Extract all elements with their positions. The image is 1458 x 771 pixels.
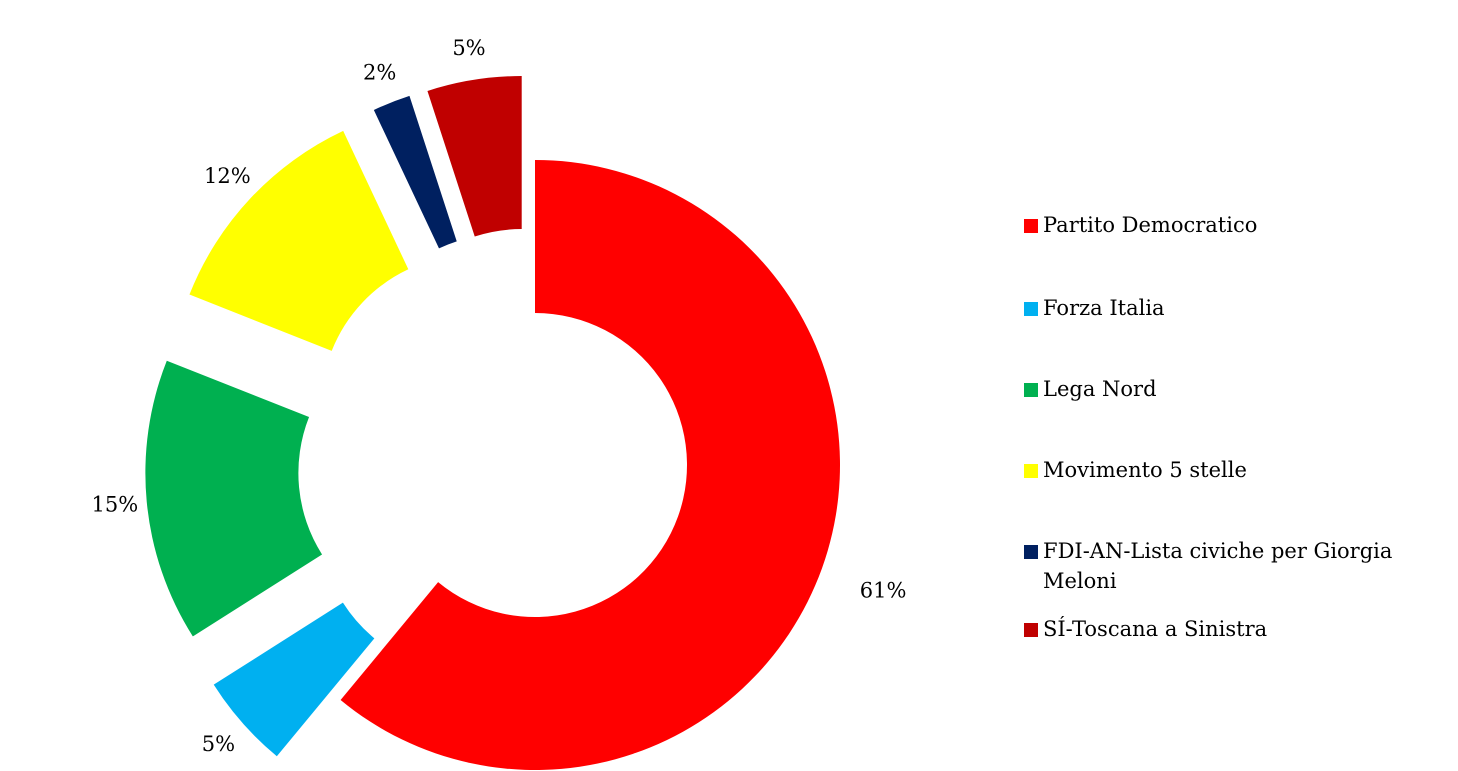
legend-swatch	[1024, 464, 1038, 478]
data-label: 61%	[860, 578, 907, 602]
slice-movimento-5-stelle	[189, 130, 409, 351]
legend-label: Lega Nord	[1043, 377, 1157, 401]
legend-label: SÍ-Toscana a Sinistra	[1043, 617, 1268, 641]
legend-label: Movimento 5 stelle	[1043, 458, 1247, 482]
slice-fdi-an-lista-civiche-per-giorgia-meloni	[373, 95, 457, 249]
slice-lega-nord	[145, 360, 323, 637]
legend-swatch	[1024, 545, 1038, 559]
legend-item-si-toscana: SÍ-Toscana a Sinistra	[1024, 614, 1454, 644]
legend-swatch	[1024, 219, 1038, 233]
slice-partito-democratico	[340, 160, 840, 770]
legend-item-lega-nord: Lega Nord	[1024, 374, 1454, 404]
legend-item-partito-democratico: Partito Democratico	[1024, 210, 1454, 240]
legend-swatch	[1024, 383, 1038, 397]
slice-forza-italia	[213, 602, 375, 757]
data-label: 15%	[92, 493, 139, 517]
slice-s-toscana-a-sinistra	[427, 76, 522, 237]
slices-layer	[145, 76, 840, 770]
data-label: 5%	[452, 36, 485, 60]
data-label: 2%	[363, 61, 396, 85]
legend-item-movimento-5-stelle: Movimento 5 stelle	[1024, 455, 1454, 485]
legend-label: FDI-AN-Lista civiche per Giorgia Meloni	[1043, 539, 1393, 593]
legend-swatch	[1024, 623, 1038, 637]
legend-item-forza-italia: Forza Italia	[1024, 293, 1454, 323]
data-labels-layer: 61% 5% 15% 12% 2% 5%	[92, 36, 907, 756]
legend-label: Partito Democratico	[1043, 213, 1258, 237]
data-label: 12%	[204, 164, 251, 188]
legend-swatch	[1024, 302, 1038, 316]
legend-item-fdi-an: FDI-AN-Lista civiche per Giorgia Meloni	[1024, 536, 1454, 596]
legend-label: Forza Italia	[1043, 296, 1165, 320]
data-label: 5%	[202, 732, 235, 756]
